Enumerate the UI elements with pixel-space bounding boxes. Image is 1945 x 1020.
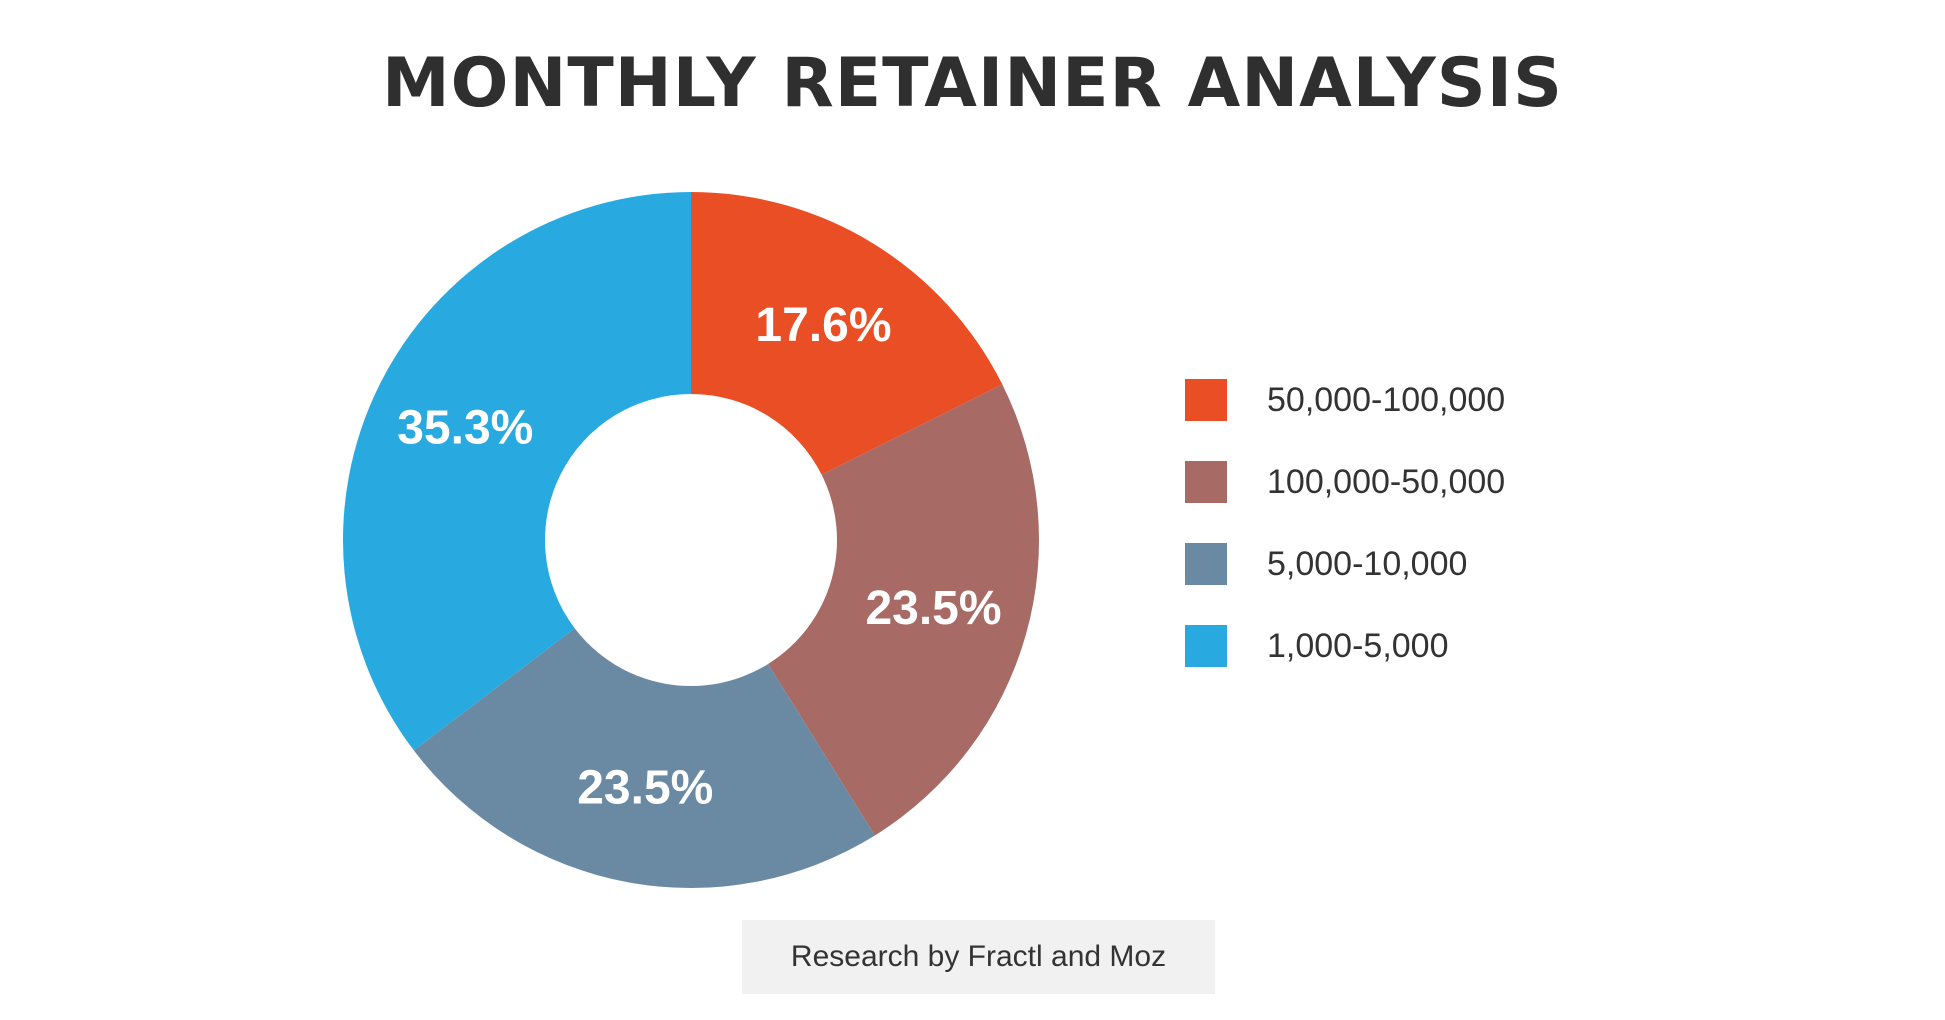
legend-item: 5,000-10,000 xyxy=(1185,542,1505,586)
donut-slice-1 xyxy=(691,192,1003,475)
source-note: Research by Fractl and Moz xyxy=(790,940,1167,973)
legend-item: 1,000-5,000 xyxy=(1185,624,1505,668)
slice-label-4: 35.3% xyxy=(397,401,533,454)
legend-swatch xyxy=(1185,379,1227,421)
chart-title: MONTHLY RETAINER ANALYSIS xyxy=(382,44,1563,123)
slice-label-1: 17.6% xyxy=(755,299,891,352)
legend-item: 100,000-50,000 xyxy=(1185,460,1505,504)
slice-label-3: 23.5% xyxy=(577,761,713,814)
legend-label: 5,000-10,000 xyxy=(1267,544,1468,583)
donut-slice-3 xyxy=(413,628,875,888)
legend-swatch xyxy=(1185,625,1227,667)
slice-label-2: 23.5% xyxy=(865,582,1001,635)
donut-slices xyxy=(342,192,1039,888)
slice-labels: 17.6% 23.5% 23.5% 35.3% xyxy=(397,299,1001,814)
donut-slice-2 xyxy=(768,384,1039,836)
legend-label: 100,000-50,000 xyxy=(1267,462,1506,501)
legend-swatch xyxy=(1185,543,1227,585)
legend-item: 50,000-100,000 xyxy=(1185,378,1505,422)
legend-label: 50,000-100,000 xyxy=(1267,380,1506,419)
chart-legend: 50,000-100,000 100,000-50,000 5,000-10,000… xyxy=(1185,378,1505,706)
source-note-box: Research by Fractl and Moz xyxy=(742,920,1215,994)
legend-label: 1,000-5,000 xyxy=(1267,626,1449,665)
legend-swatch xyxy=(1185,461,1227,503)
donut-slice-4 xyxy=(342,192,691,751)
